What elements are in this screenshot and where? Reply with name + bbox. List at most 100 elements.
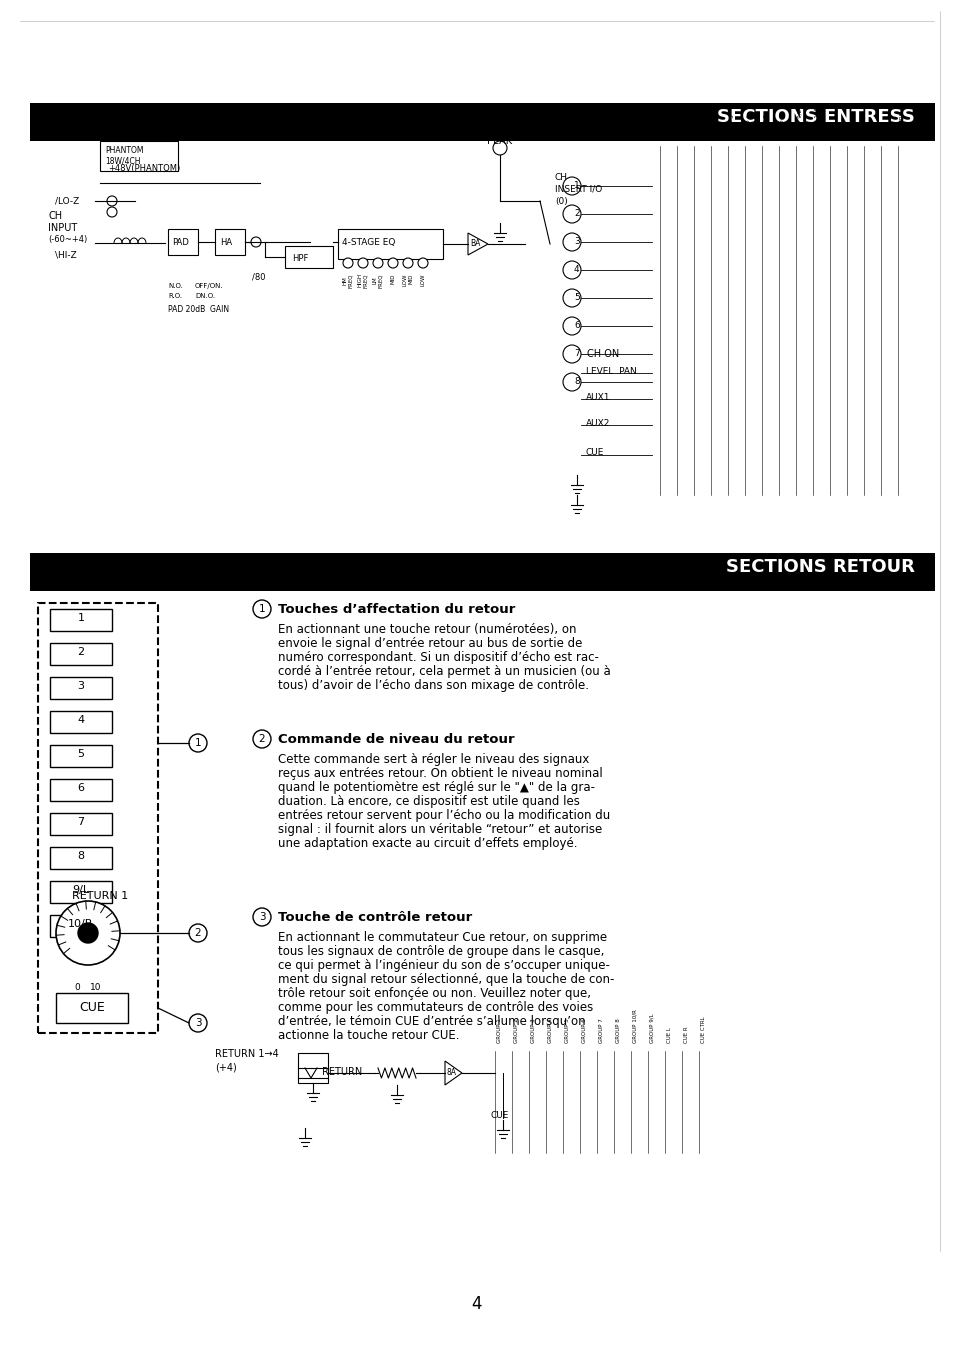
- Text: 2: 2: [258, 734, 265, 744]
- Bar: [30, 103, 934, 141]
- Text: RETURN 1→4: RETURN 1→4: [214, 1048, 278, 1059]
- Circle shape: [251, 236, 261, 247]
- Text: +48V(PHANTOM): +48V(PHANTOM): [108, 163, 180, 173]
- Text: CH ON: CH ON: [586, 349, 618, 359]
- Circle shape: [107, 196, 117, 205]
- Text: 7: 7: [77, 817, 85, 827]
- Text: 8: 8: [77, 851, 85, 861]
- Text: cordé à l’entrée retour, cela permet à un musicien (ou à: cordé à l’entrée retour, cela permet à u…: [277, 665, 610, 678]
- Circle shape: [78, 923, 98, 943]
- Text: CUE: CUE: [491, 1111, 509, 1120]
- Text: 3: 3: [574, 236, 579, 246]
- Text: GROUP 9/L: GROUP 9/L: [797, 109, 802, 139]
- Text: 1: 1: [77, 613, 85, 623]
- Polygon shape: [468, 232, 488, 255]
- Text: /80: /80: [252, 273, 265, 282]
- Text: DN.O.: DN.O.: [194, 293, 214, 299]
- Circle shape: [373, 258, 382, 267]
- Text: 2: 2: [574, 209, 579, 218]
- Text: PAD 20dB  GAIN: PAD 20dB GAIN: [168, 305, 229, 313]
- Text: 4: 4: [574, 265, 579, 274]
- Text: duation. Là encore, ce dispositif est utile quand les: duation. Là encore, ce dispositif est ut…: [277, 794, 579, 808]
- Text: trôle retour soit enfonçée ou non. Veuillez noter que,: trôle retour soit enfonçée ou non. Veuil…: [277, 988, 590, 1000]
- Text: HA: HA: [220, 238, 232, 247]
- Text: GROUP 6: GROUP 6: [746, 115, 751, 139]
- Bar: [285, 246, 333, 267]
- Bar: [168, 230, 198, 255]
- Text: GROUP 5: GROUP 5: [564, 1019, 569, 1043]
- Circle shape: [189, 1015, 207, 1032]
- Polygon shape: [444, 1061, 461, 1085]
- Text: CUE CTRL: CUE CTRL: [899, 112, 904, 139]
- Circle shape: [417, 258, 428, 267]
- Text: 3: 3: [77, 681, 85, 690]
- Text: 1: 1: [194, 738, 201, 748]
- Text: RETURN 1: RETURN 1: [71, 892, 128, 901]
- Text: 8: 8: [574, 377, 579, 386]
- Text: comme pour les commutateurs de contrôle des voies: comme pour les commutateurs de contrôle …: [277, 1001, 593, 1015]
- Text: 1: 1: [258, 604, 265, 613]
- Text: 5: 5: [574, 293, 579, 303]
- Text: 5: 5: [77, 748, 85, 759]
- Text: 9/L: 9/L: [72, 885, 90, 894]
- Bar: [50, 744, 112, 767]
- Text: En actionnant une touche retour (numérotées), on: En actionnant une touche retour (numérot…: [277, 623, 576, 636]
- Text: BA: BA: [470, 239, 480, 249]
- Text: AUX2: AUX2: [585, 419, 610, 428]
- Text: GROUP 4: GROUP 4: [712, 115, 718, 139]
- Text: /LO-Z: /LO-Z: [55, 196, 79, 205]
- Text: PHANTOM: PHANTOM: [105, 146, 143, 155]
- Bar: [50, 609, 112, 631]
- Bar: [214, 230, 245, 255]
- Text: R.O.: R.O.: [168, 293, 182, 299]
- Text: (+4): (+4): [214, 1063, 236, 1073]
- Bar: [50, 847, 112, 869]
- Text: GROUP 6: GROUP 6: [581, 1019, 586, 1043]
- Text: entrées retour servent pour l’écho ou la modification du: entrées retour servent pour l’écho ou la…: [277, 809, 610, 821]
- Text: GROUP 1: GROUP 1: [661, 115, 666, 139]
- Text: tous) d’avoir de l’écho dans son mixage de contrôle.: tous) d’avoir de l’écho dans son mixage …: [277, 680, 588, 692]
- Text: MID: MID: [390, 273, 395, 284]
- Text: CH: CH: [48, 211, 62, 222]
- Circle shape: [402, 258, 413, 267]
- Bar: [50, 643, 112, 665]
- Circle shape: [562, 345, 580, 363]
- Bar: [50, 915, 112, 938]
- Text: 4: 4: [471, 1296, 482, 1313]
- Text: tous les signaux de contrôle de groupe dans le casque,: tous les signaux de contrôle de groupe d…: [277, 944, 604, 958]
- Text: 0: 0: [74, 984, 80, 992]
- Text: CUE L: CUE L: [666, 1027, 671, 1043]
- Text: CUE R: CUE R: [882, 123, 887, 139]
- Text: 6: 6: [77, 784, 85, 793]
- Text: \HI-Z: \HI-Z: [55, 251, 76, 259]
- Text: GROUP 8: GROUP 8: [616, 1019, 620, 1043]
- Text: GROUP 7: GROUP 7: [763, 115, 768, 139]
- Text: 2: 2: [194, 928, 201, 938]
- Text: 3: 3: [194, 1019, 201, 1028]
- Circle shape: [562, 177, 580, 195]
- Circle shape: [357, 258, 368, 267]
- Text: d’entrée, le témoin CUE d’entrée s’allume lorsqu’on: d’entrée, le témoin CUE d’entrée s’allum…: [277, 1015, 585, 1028]
- Bar: [30, 553, 934, 590]
- Text: 7: 7: [574, 349, 579, 358]
- Bar: [50, 677, 112, 698]
- Text: Cette commande sert à régler le niveau des signaux: Cette commande sert à régler le niveau d…: [277, 753, 589, 766]
- Text: CUE L: CUE L: [865, 123, 870, 139]
- Text: GROUP 2: GROUP 2: [679, 115, 683, 139]
- Text: 18W/4CH: 18W/4CH: [105, 157, 140, 166]
- Text: GROUP 5: GROUP 5: [729, 115, 734, 139]
- Circle shape: [343, 258, 353, 267]
- Text: 8A: 8A: [447, 1069, 456, 1077]
- Bar: [50, 780, 112, 801]
- Text: GROUP 2: GROUP 2: [514, 1019, 518, 1043]
- Text: Touche de contrôle retour: Touche de contrôle retour: [277, 911, 472, 924]
- Text: 3: 3: [258, 912, 265, 921]
- Bar: [38, 603, 158, 1034]
- Text: 6: 6: [574, 322, 579, 330]
- Text: (-60~+4): (-60~+4): [48, 235, 87, 245]
- Text: GROUP 1: GROUP 1: [497, 1019, 501, 1043]
- Bar: [50, 813, 112, 835]
- Circle shape: [562, 261, 580, 280]
- Bar: [56, 993, 128, 1023]
- Text: GROUP 7: GROUP 7: [598, 1019, 603, 1043]
